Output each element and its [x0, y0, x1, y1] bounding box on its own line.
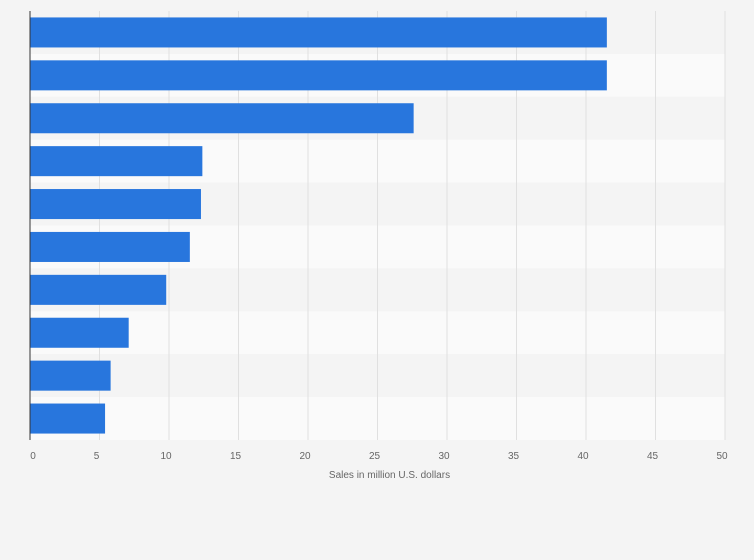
bar-1	[30, 17, 607, 48]
x-tick-label-1: 5	[94, 451, 100, 462]
x-tick-label-5: 25	[369, 451, 381, 462]
x-tick-labels: 0 5 10 15 20 25 30 35 40 45 50	[30, 451, 728, 462]
bar-4	[30, 146, 203, 177]
bar-8	[30, 317, 129, 348]
bar-10	[30, 403, 106, 434]
x-tick-label-10: 50	[716, 451, 728, 462]
x-tick-label-0: 0	[30, 451, 36, 462]
bars	[30, 17, 607, 434]
x-tick-label-7: 35	[508, 451, 520, 462]
x-tick-label-4: 20	[299, 451, 311, 462]
bar-9	[30, 360, 111, 391]
x-tick-label-2: 10	[160, 451, 172, 462]
bar-5	[30, 189, 201, 220]
bar-2	[30, 60, 607, 91]
x-axis-title: Sales in million U.S. dollars	[329, 470, 450, 481]
x-tick-label-8: 40	[577, 451, 589, 462]
x-tick-label-6: 30	[438, 451, 450, 462]
bar-3	[30, 103, 414, 134]
bar-7	[30, 274, 167, 305]
x-tick-label-9: 45	[647, 451, 659, 462]
x-tick-label-3: 15	[230, 451, 242, 462]
bar-6	[30, 231, 190, 262]
